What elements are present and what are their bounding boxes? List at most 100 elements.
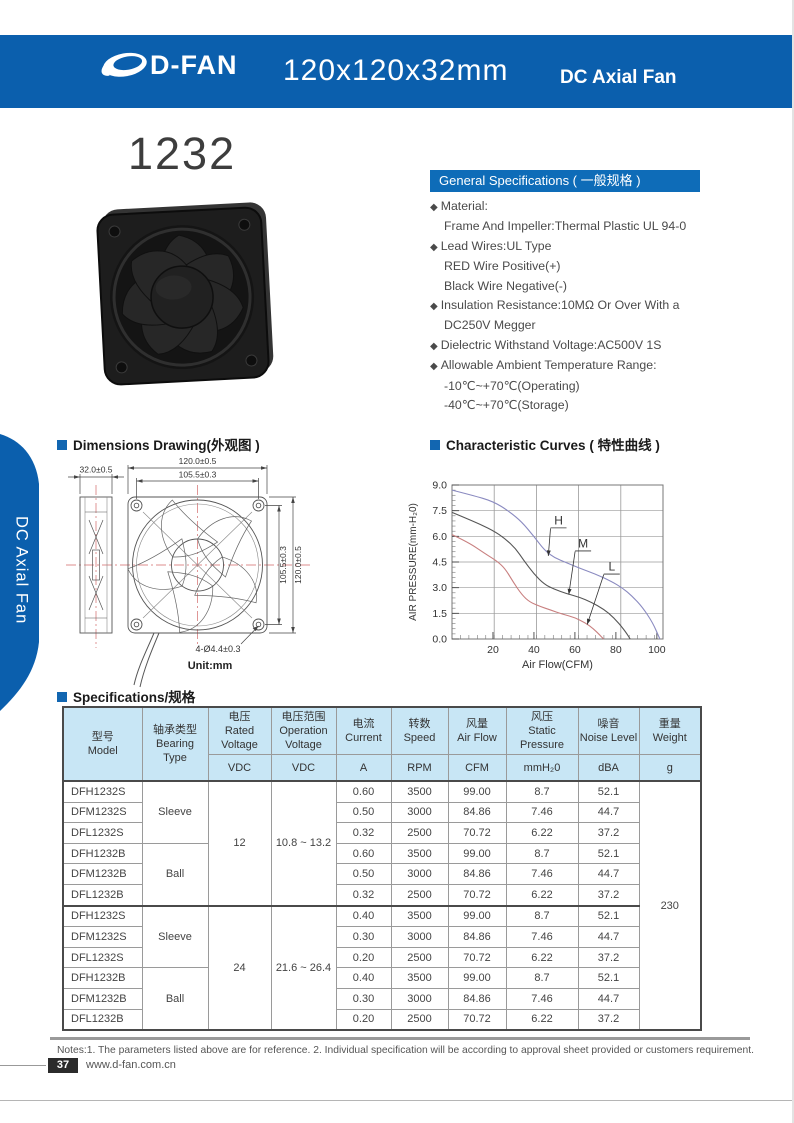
table-row: DFH1232B Ball 0.40 3500 99.00 8.7 52.1 [62, 967, 701, 1031]
table-cell: 21.6 ~ 26.4 [270, 904, 337, 1031]
col-header-bearing: 轴承类型 Bearing Type [141, 706, 209, 782]
spec-item: ◆ Allowable Ambient Temperature Range: [430, 358, 657, 373]
table-cell: 44.7 [577, 863, 640, 885]
table-cell: 0.60 [335, 842, 392, 865]
table-cell: 3000 [390, 926, 449, 948]
table-cell: 3500 [390, 967, 449, 989]
table-cell: 52.1 [577, 842, 640, 865]
table-cell: 10.8 ~ 13.2 [270, 780, 337, 907]
table-cell: 99.00 [447, 967, 507, 989]
svg-text:100: 100 [648, 644, 666, 656]
dim-pitch-width: 105.5±0.3 [179, 470, 217, 480]
table-cell: 0.30 [335, 987, 392, 1010]
table-row: DFH1232B Ball 0.60 3500 99.00 8.7 52.1 [62, 842, 701, 907]
table-cell: 7.46 [505, 801, 579, 824]
svg-text:1.5: 1.5 [432, 608, 447, 620]
table-cell: 8.7 [505, 904, 579, 928]
col-header-op: 电压范围 Operation Voltage [270, 706, 337, 755]
spec-item: Frame And Impeller:Thermal Plastic UL 94… [444, 219, 687, 234]
dim-unit-label: Unit:mm [188, 660, 233, 672]
sidebar-tab [0, 434, 39, 711]
notes-text: Notes:1. The parameters listed above are… [57, 1045, 754, 1056]
table-cell: 0.20 [335, 1008, 392, 1031]
spec-item: -40℃~+70℃(Storage) [444, 398, 569, 413]
table-cell: 6.22 [505, 883, 579, 907]
diamond-bullet-icon: ◆ [430, 241, 438, 253]
spec-item: DC250V Megger [444, 318, 536, 333]
notes-divider [50, 1037, 750, 1040]
specifications-table: 型号 Model 轴承类型 Bearing Type 电压 Rated Voltage 电压范围… [62, 706, 702, 1032]
curve-H [451, 489, 661, 640]
table-cell: 7.46 [505, 926, 579, 948]
table-cell: 44.7 [577, 926, 640, 948]
svg-text:20: 20 [487, 644, 499, 656]
svg-text:Air Flow(CFM): Air Flow(CFM) [522, 659, 593, 671]
table-row: DFH1232S Sleeve 24 21.6 ~ 26.4 0.40 3500 99.00… [62, 904, 701, 1031]
col-unit-airflow: CFM [447, 754, 507, 782]
table-cell: DFL1232S [62, 822, 143, 844]
col-header-noise: 噪音 Noise Level [577, 706, 640, 755]
logo-text: D-FAN [150, 49, 238, 80]
spec-item: ◆ Dielectric Withstand Voltage:AC500V 1S [430, 337, 662, 352]
table-cell: 2500 [390, 946, 449, 969]
table-cell: DFL1232B [62, 883, 143, 907]
table-cell: 37.2 [577, 1008, 640, 1031]
svg-text:H: H [554, 513, 563, 527]
table-cell: 0.40 [335, 967, 392, 989]
table-cell: 0.32 [335, 822, 392, 844]
table-cell: 99.00 [447, 842, 507, 865]
table-cell: 44.7 [577, 801, 640, 824]
col-unit-volt: VDC [207, 754, 272, 782]
table-row: DFM1232B 0.50 3000 84.86 7.46 44.7 [62, 863, 701, 885]
table-cell: 6.22 [505, 946, 579, 969]
svg-text:60: 60 [569, 644, 581, 656]
table-row: DFL1232B 0.32 2500 70.72 6.22 37.2 [62, 883, 701, 907]
table-cell: 2500 [390, 883, 449, 907]
table-cell: DFH1232B [62, 967, 143, 989]
col-unit-speed: RPM [390, 754, 449, 782]
svg-text:7.5: 7.5 [432, 505, 447, 517]
general-specs-list: ◆ Material: Frame And Impeller:Thermal Pla… [430, 197, 730, 415]
model-number: 1232 [128, 128, 237, 179]
table-cell: 0.30 [335, 926, 392, 948]
table-cell: 0.40 [335, 904, 392, 928]
svg-text:80: 80 [610, 644, 622, 656]
table-row: DFL1232B 0.20 2500 70.72 6.22 37.2 [62, 1008, 701, 1031]
section-square-icon [57, 440, 67, 450]
dfan-swoosh-icon [101, 52, 147, 77]
brand-logo: D-FAN [100, 47, 238, 83]
characteristic-curves-chart: 20 40 60 80 100 0.0 1.5 3.0 4.5 6.0 7.5 9.0 Air Flow… [408, 480, 666, 672]
table-cell: DFH1232S [62, 904, 143, 928]
curves-section-title: Characteristic Curves ( 特性曲线 ) [430, 434, 660, 454]
table-cell: 7.46 [505, 987, 579, 1010]
table-cell: 3000 [390, 987, 449, 1010]
col-unit-current: A [335, 754, 392, 782]
svg-text:M: M [578, 536, 588, 550]
svg-text:4.5: 4.5 [432, 557, 447, 569]
table-cell: 230 [638, 780, 702, 1031]
table-cell: 70.72 [447, 822, 507, 844]
spec-item: RED Wire Positive(+) [444, 259, 561, 274]
header-bar: D-FAN 120x120x32mm DC Axial Fan [0, 35, 794, 108]
svg-text:L: L [608, 560, 615, 574]
table-cell: 52.1 [577, 904, 640, 928]
spec-item: Black Wire Negative(-) [444, 278, 567, 293]
dimensions-drawing: 120.0±0.5 105.5±0.3 32.0±0.5 105.5±0.3 1… [66, 456, 313, 688]
table-cell: 99.00 [447, 904, 507, 928]
footer-line [0, 1065, 46, 1066]
svg-text:AIR PRESSURE(mm-H₂0): AIR PRESSURE(mm-H₂0) [408, 503, 419, 621]
bottom-divider [0, 1100, 794, 1101]
table-row: DFH1232S Sleeve 12 10.8 ~ 13.2 0.60 3500 99.00… [62, 780, 702, 1031]
table-cell: DFM1232B [62, 863, 143, 885]
dim-outer-height: 120.0±0.5 [293, 546, 303, 584]
spec-item: ◆ Material: [430, 199, 488, 213]
svg-text:3.0: 3.0 [432, 582, 447, 594]
spec-table-title: Specifications/规格 [57, 686, 195, 706]
table-cell: 12 [207, 780, 272, 907]
table-cell: 2500 [390, 822, 449, 844]
col-unit-noise: dBA [577, 754, 640, 782]
table-cell: 8.7 [505, 967, 579, 989]
table-cell: 70.72 [447, 883, 507, 907]
table-cell: 24 [207, 904, 272, 1031]
